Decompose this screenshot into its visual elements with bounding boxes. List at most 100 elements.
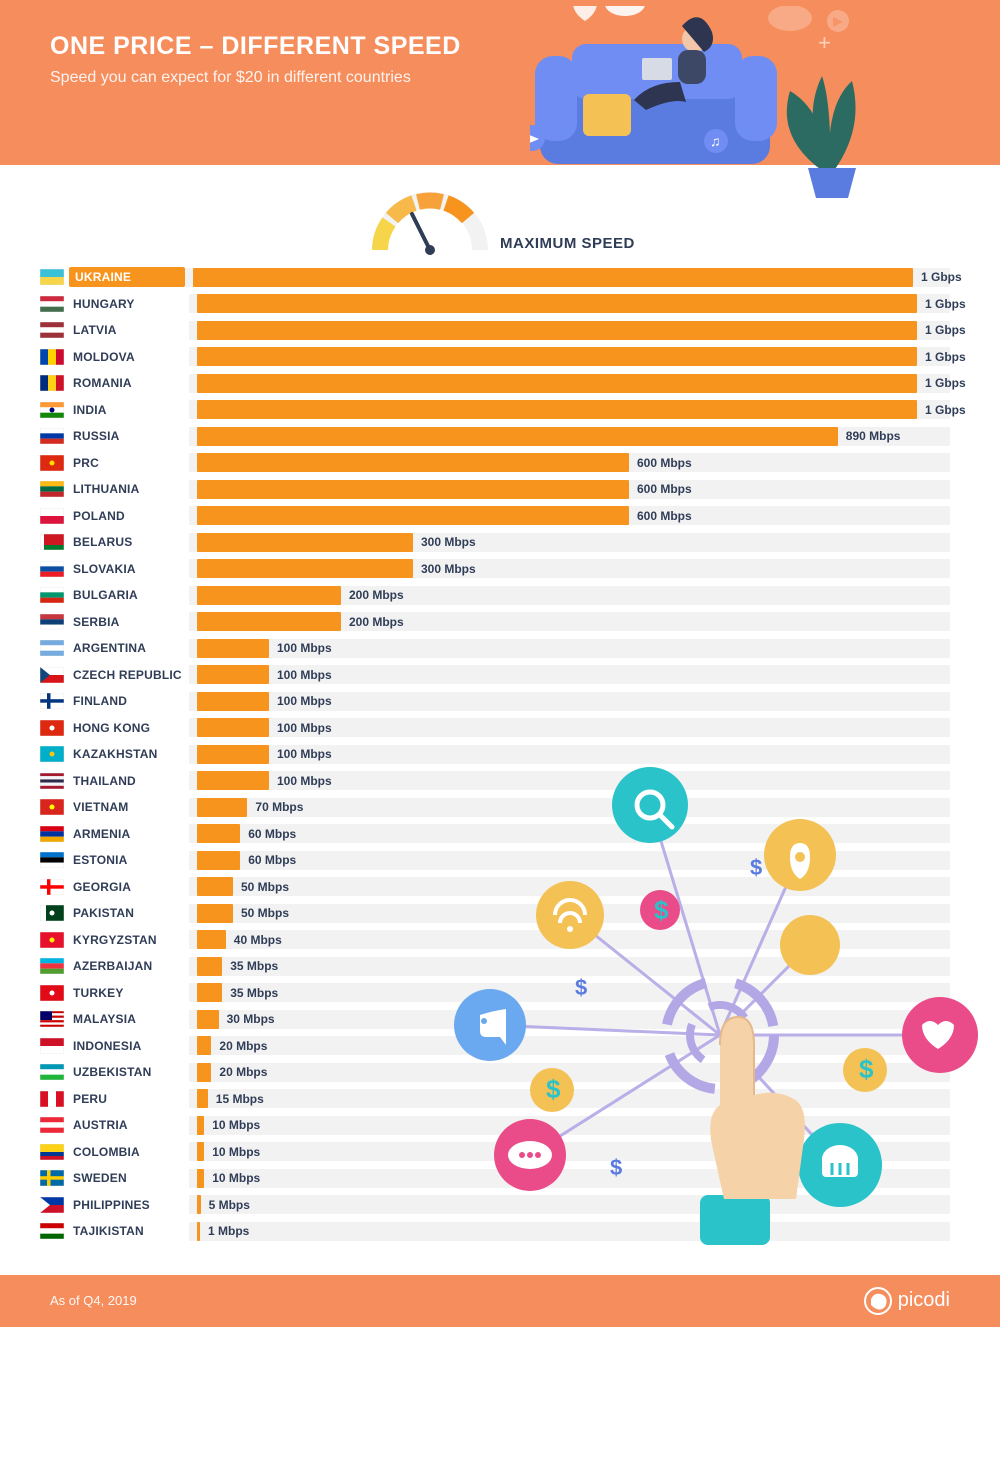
table-row: VIETNAM70 Mbps (40, 794, 950, 821)
country-name: CZECH REPUBLIC (73, 668, 189, 682)
bar-track: 100 Mbps (189, 639, 950, 658)
bar-value-label: 50 Mbps (241, 877, 289, 896)
bar-fill (197, 559, 413, 578)
bar-fill (197, 930, 226, 949)
bar-track: 35 Mbps (189, 957, 950, 976)
country-name: AUSTRIA (73, 1118, 189, 1132)
bar-track: 70 Mbps (189, 798, 950, 817)
country-name: THAILAND (73, 774, 189, 788)
bar-value-label: 1 Gbps (925, 374, 966, 393)
bar-value-label: 1 Gbps (925, 294, 966, 313)
bar-track: 20 Mbps (189, 1063, 950, 1082)
bar-value-label: 300 Mbps (421, 533, 476, 552)
bar-value-label: 30 Mbps (227, 1010, 275, 1029)
footer: As of Q4, 2019 picodi (0, 1275, 1000, 1327)
flag-icon (40, 1117, 64, 1133)
table-row: LATVIA1 Gbps (40, 317, 950, 344)
country-name: RUSSIA (73, 429, 189, 443)
country-name: HUNGARY (73, 297, 189, 311)
table-row: TAJIKISTAN1 Mbps (40, 1218, 950, 1245)
chart-heading: MAXIMUM SPEED (40, 190, 950, 260)
bar-track: 100 Mbps (189, 665, 950, 684)
flag-icon (40, 508, 64, 524)
bar-fill (197, 957, 222, 976)
flag-icon (40, 826, 64, 842)
flag-icon (40, 985, 64, 1001)
bar-fill (197, 1010, 219, 1029)
country-name: COLOMBIA (73, 1145, 189, 1159)
country-name: MOLDOVA (73, 350, 189, 364)
table-row: KYRGYZSTAN40 Mbps (40, 927, 950, 954)
table-row: PRC600 Mbps (40, 450, 950, 477)
bar-fill (197, 1222, 200, 1241)
table-row: HUNGARY1 Gbps (40, 291, 950, 318)
flag-icon (40, 402, 64, 418)
bar-fill (197, 400, 917, 419)
bar-fill (197, 374, 917, 393)
bar-value-label: 10 Mbps (212, 1169, 260, 1188)
bar-value-label: 40 Mbps (234, 930, 282, 949)
bar-value-label: 60 Mbps (248, 851, 296, 870)
flag-icon (40, 958, 64, 974)
bar-value-label: 5 Mbps (209, 1195, 250, 1214)
bar-fill (197, 851, 240, 870)
bar-track: 10 Mbps (189, 1142, 950, 1161)
bar-fill (197, 480, 629, 499)
table-row: TURKEY35 Mbps (40, 980, 950, 1007)
section-label: MAXIMUM SPEED (500, 235, 635, 252)
bar-fill (197, 506, 629, 525)
bar-value-label: 35 Mbps (230, 957, 278, 976)
bar-value-label: 100 Mbps (277, 745, 332, 764)
bar-value-label: 10 Mbps (212, 1142, 260, 1161)
table-row: CZECH REPUBLIC100 Mbps (40, 662, 950, 689)
table-row: INDONESIA20 Mbps (40, 1033, 950, 1060)
table-row: PERU15 Mbps (40, 1086, 950, 1113)
speedometer-icon (370, 190, 490, 256)
bar-fill (197, 1063, 211, 1082)
bar-track: 5 Mbps (189, 1195, 950, 1214)
bar-value-label: 15 Mbps (216, 1089, 264, 1108)
bar-fill (197, 1195, 201, 1214)
bar-track: 300 Mbps (189, 559, 950, 578)
bar-value-label: 20 Mbps (219, 1063, 267, 1082)
flag-icon (40, 905, 64, 921)
table-row: ARMENIA60 Mbps (40, 821, 950, 848)
table-row: AUSTRIA 10 Mbps (40, 1112, 950, 1139)
country-name: ESTONIA (73, 853, 189, 867)
bar-track: 1 Gbps (189, 294, 950, 313)
bar-value-label: 10 Mbps (212, 1116, 260, 1135)
country-name: BULGARIA (73, 588, 189, 602)
bar-fill (197, 586, 341, 605)
table-row: MOLDOVA1 Gbps (40, 344, 950, 371)
bar-track: 100 Mbps (189, 771, 950, 790)
table-row: SERBIA200 Mbps (40, 609, 950, 636)
bar-fill (197, 1116, 204, 1135)
country-name: MALAYSIA (73, 1012, 189, 1026)
bar-value-label: 100 Mbps (277, 771, 332, 790)
country-name: TURKEY (73, 986, 189, 1000)
bar-track: 20 Mbps (189, 1036, 950, 1055)
flag-icon (40, 322, 64, 338)
table-row: PAKISTAN50 Mbps (40, 900, 950, 927)
country-name: SLOVAKIA (73, 562, 189, 576)
bar-value-label: 300 Mbps (421, 559, 476, 578)
flag-icon (40, 746, 64, 762)
country-name: LITHUANIA (73, 482, 189, 496)
bar-track: 50 Mbps (189, 904, 950, 923)
bar-value-label: 600 Mbps (637, 506, 692, 525)
bar-fill (197, 321, 917, 340)
country-name: FINLAND (73, 694, 189, 708)
country-name: UZBEKISTAN (73, 1065, 189, 1079)
bar-fill (197, 1169, 204, 1188)
svg-text:+: + (818, 30, 831, 55)
bar-track: 30 Mbps (189, 1010, 950, 1029)
table-row: INDIA1 Gbps (40, 397, 950, 424)
bar-fill (197, 427, 838, 446)
bar-track: 100 Mbps (189, 718, 950, 737)
flag-icon (40, 1144, 64, 1160)
flag-icon (40, 587, 64, 603)
bar-fill (197, 533, 413, 552)
country-name: BELARUS (73, 535, 189, 549)
flag-icon (40, 720, 64, 736)
flag-icon (40, 1038, 64, 1054)
